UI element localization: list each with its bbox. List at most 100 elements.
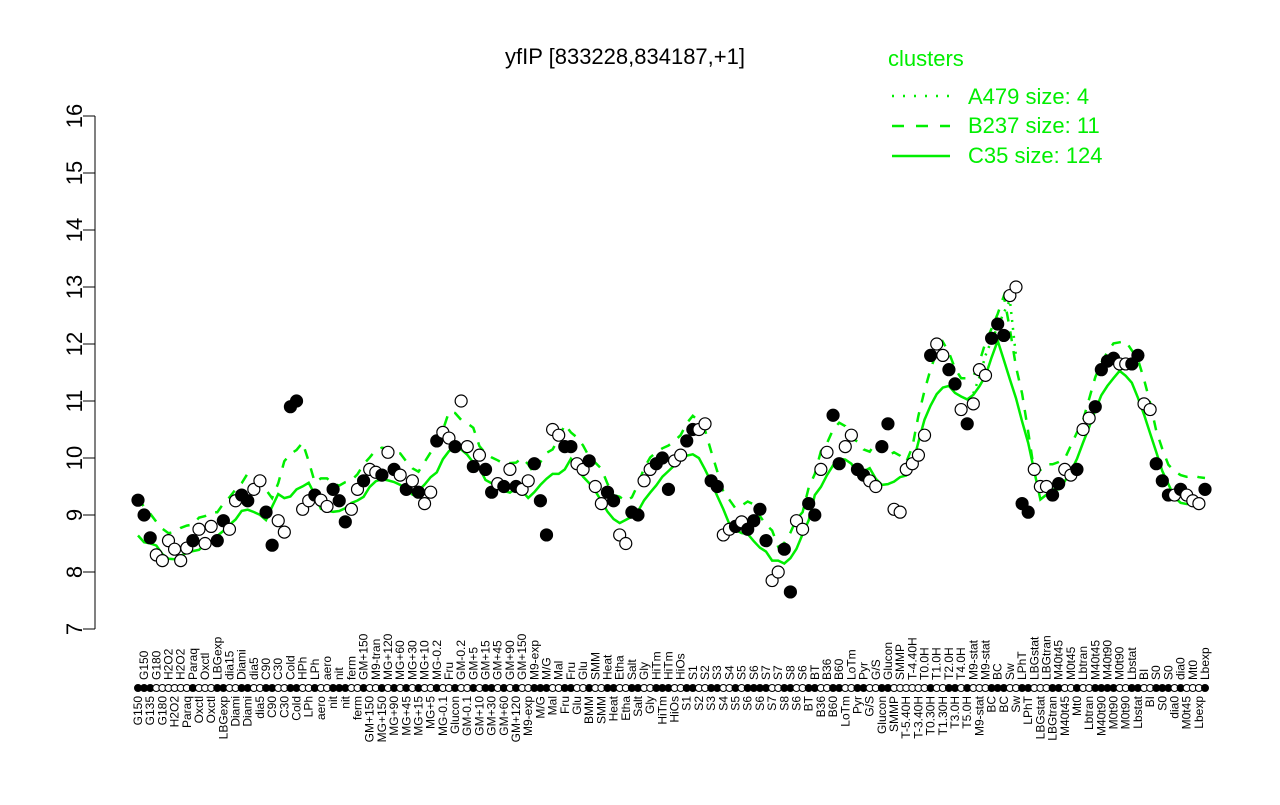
x-tick-label: LBGtran xyxy=(1039,635,1053,680)
x-tick-label: S4 xyxy=(722,665,736,680)
data-point xyxy=(710,479,724,494)
x-tick-label: T-4.40H xyxy=(905,637,919,680)
x-tick-label: SMMP xyxy=(887,696,901,732)
x-tick-label: HPh xyxy=(296,657,310,680)
x-tick-label: S4 xyxy=(716,696,730,711)
legend-label-c35: C35 size: 124 xyxy=(968,143,1103,168)
data-points xyxy=(131,280,1212,599)
legend-label-a479: A479 size: 4 xyxy=(968,84,1089,109)
x-tick-label: MG+5 xyxy=(424,696,438,729)
x-tick-label: Glucon xyxy=(448,696,462,734)
data-point xyxy=(1198,482,1212,496)
x-tick-label: Lbstat xyxy=(1125,647,1139,680)
data-point xyxy=(448,440,462,454)
data-point xyxy=(472,448,487,462)
x-tick-label: GM+45 xyxy=(491,640,505,680)
x-tick-label: dia0 xyxy=(1174,657,1188,680)
data-point xyxy=(1088,400,1102,414)
data-point xyxy=(411,485,426,499)
x-tick-label: S1 xyxy=(680,696,694,711)
x-tick-label: C90 xyxy=(259,658,273,680)
x-tick-label: nit xyxy=(332,667,346,680)
x-tick-label: BC xyxy=(985,696,999,713)
data-point xyxy=(241,494,255,508)
data-point xyxy=(186,534,200,548)
x-tick-label: S7 xyxy=(765,696,779,711)
data-point xyxy=(1143,402,1157,417)
x-tick-label: M40t45 xyxy=(1052,640,1066,680)
x-tick-label: Glucon xyxy=(881,642,895,680)
data-point xyxy=(759,534,773,548)
data-point xyxy=(881,417,895,431)
x-tick-label: S8 xyxy=(783,665,797,680)
data-point xyxy=(533,494,548,508)
x-tick-label: LBGstat xyxy=(1027,636,1041,680)
y-axis: 7 8 9 10 11 12 13 14 15 16 xyxy=(62,104,96,635)
data-point xyxy=(1052,477,1066,491)
x-tick-label: Lbstat xyxy=(1131,695,1145,728)
data-point xyxy=(588,479,602,494)
x-tick-label: Diami xyxy=(241,696,255,727)
x-tick-label: Oxctl xyxy=(192,696,206,723)
x-tick-label: MG+90 xyxy=(387,696,401,736)
x-tick-label: Glucon xyxy=(875,696,889,734)
data-point xyxy=(320,499,334,514)
y-tick-label: 16 xyxy=(62,104,87,128)
data-point xyxy=(1076,422,1090,437)
y-tick-label: 11 xyxy=(62,390,87,413)
y-tick-label: 14 xyxy=(62,218,87,242)
x-tick-label: LoTm xyxy=(844,649,858,680)
x-tick-label: Diami xyxy=(229,696,243,727)
x-tick-label: LBGstat xyxy=(1033,695,1047,739)
x-tick-label: GM+150 xyxy=(515,633,529,680)
x-tick-label: GM-0.1 xyxy=(460,696,474,736)
x-tick-label: HiTm xyxy=(655,696,669,725)
x-tick-label: Mt0 xyxy=(1070,696,1084,716)
data-point xyxy=(844,428,858,442)
cluster-line-c35 xyxy=(137,336,1206,565)
x-tick-label: M/G xyxy=(533,696,547,719)
data-point xyxy=(174,553,188,568)
x-tick-label: BC xyxy=(997,696,1011,713)
x-tick-label: Mt0 xyxy=(1186,660,1200,680)
x-tick-label: MG+10 xyxy=(418,640,432,680)
data-point xyxy=(497,479,511,494)
x-tick-label: dia5 xyxy=(253,696,267,719)
x-tick-label: GM-0.2 xyxy=(454,640,468,680)
x-tick-label: G180 xyxy=(149,650,163,680)
x-tick-label: M9-exp xyxy=(527,640,541,680)
x-tick-label: BMM xyxy=(582,696,596,724)
data-point xyxy=(454,394,468,408)
x-tick-label: Lbtran xyxy=(1076,646,1090,680)
x-tick-label: Gly xyxy=(643,696,657,714)
data-point xyxy=(777,542,791,556)
data-point xyxy=(655,451,669,465)
x-tick-label: M9-tran xyxy=(369,639,383,680)
data-point xyxy=(210,534,224,548)
x-tick-label: S3 xyxy=(710,665,724,680)
data-point xyxy=(747,514,761,528)
x-tick-label: MG-0.2 xyxy=(430,640,444,680)
x-tick-label: HiOs xyxy=(668,696,682,723)
data-point xyxy=(1149,457,1163,471)
chart-title: yfIP [833228,834187,+1] xyxy=(505,44,745,69)
data-point xyxy=(1027,462,1041,476)
x-tick-label: S6 xyxy=(796,665,810,680)
data-point xyxy=(521,474,535,488)
y-tick-label: 13 xyxy=(62,275,87,299)
x-tick-label: T2.0H xyxy=(942,647,956,680)
x-tick-label: C30 xyxy=(277,696,291,718)
x-tick-label: M40t90 xyxy=(1094,696,1108,736)
x-tick-label: Salt xyxy=(625,659,639,680)
legend-label-b237: B237 size: 11 xyxy=(968,113,1100,138)
x-tick-label: MG+45 xyxy=(399,696,413,736)
x-tick-label: M0t45 xyxy=(1180,696,1194,730)
cluster-lines xyxy=(136,291,1206,565)
data-point xyxy=(417,497,432,511)
x-tick-label: S5 xyxy=(735,665,749,680)
x-tick-label: T0.30H xyxy=(924,696,938,735)
x-tick-label: C30 xyxy=(271,658,285,680)
data-point xyxy=(1082,411,1096,425)
x-tick-label: dia5 xyxy=(247,657,261,680)
